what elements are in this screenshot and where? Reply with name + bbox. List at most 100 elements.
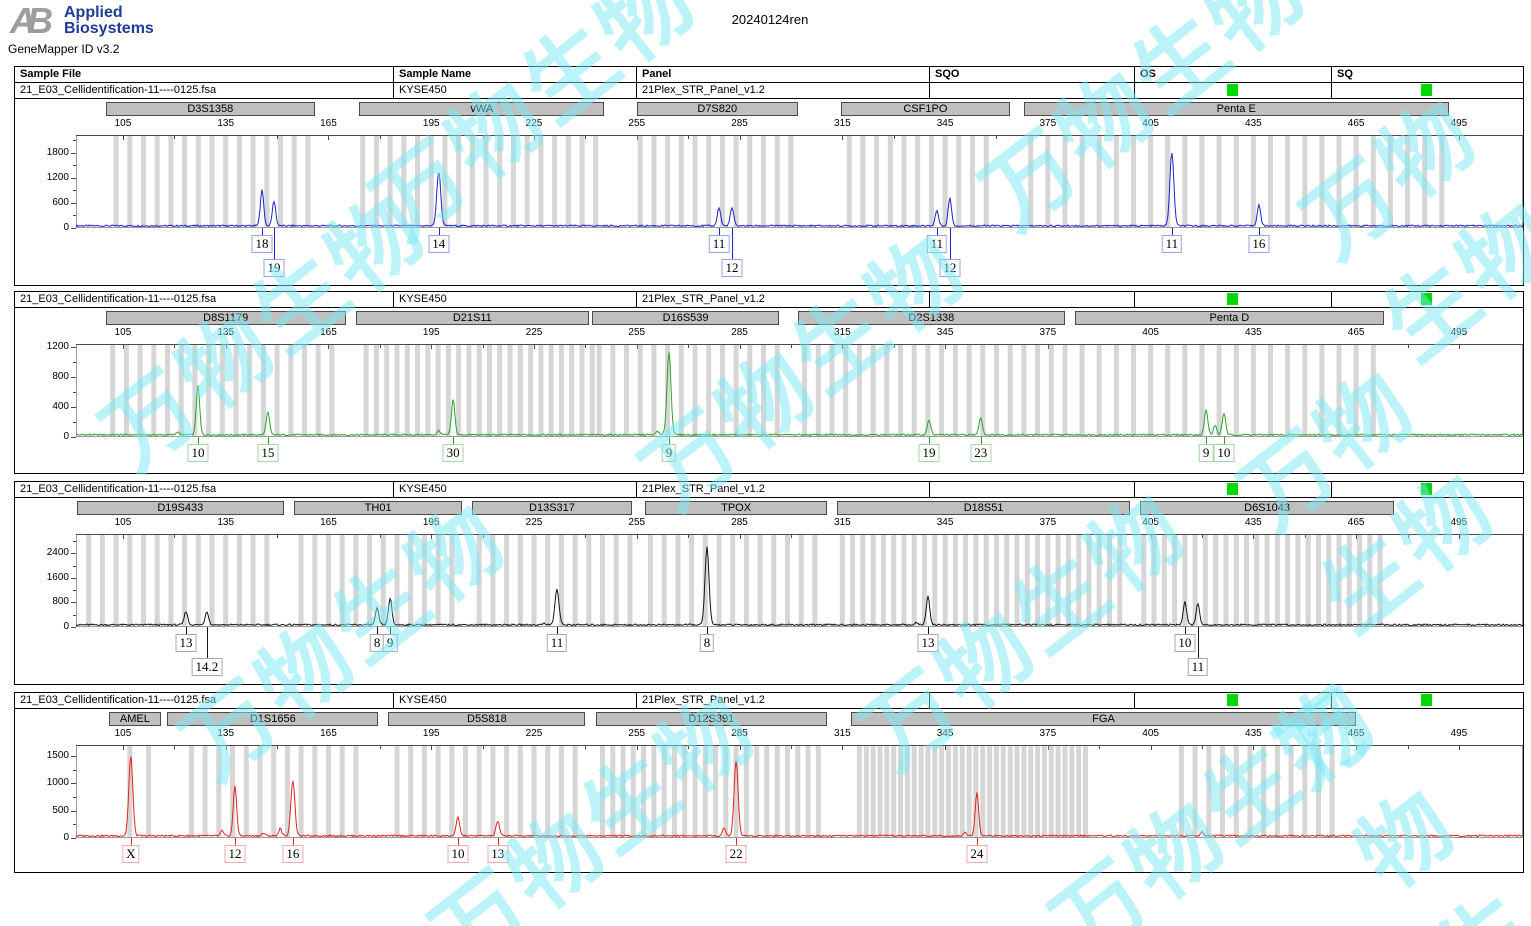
x-axis-label: 195: [422, 327, 440, 338]
allele-bin-stripe: [209, 136, 215, 228]
x-axis-major-tick: [842, 746, 844, 750]
sample-name-cell[interactable]: KYSE450: [393, 83, 636, 98]
sqo-cell[interactable]: [929, 292, 1134, 307]
allele-bin-stripe: [651, 345, 657, 437]
allele-label-d13s317[interactable]: 11: [546, 634, 568, 652]
allele-bin-stripe: [1021, 345, 1027, 437]
sqo-cell[interactable]: [929, 83, 1134, 98]
sample-file-cell[interactable]: 21_E03_Cellidentification-11----0125.fsa: [20, 84, 217, 96]
y-axis-major-tick: [71, 202, 76, 204]
allele-label-d16s539[interactable]: 9: [661, 444, 677, 462]
allele-label-d1s1656[interactable]: 16: [282, 845, 304, 863]
allele-label-d7s820[interactable]: 12: [721, 259, 743, 277]
sample-name-cell[interactable]: KYSE450: [393, 292, 636, 307]
column-header-panel: Panel: [636, 67, 929, 82]
allele-label-vwa[interactable]: 14: [428, 235, 450, 253]
allele-label-d2s1338[interactable]: 19: [918, 444, 940, 462]
allele-label-d6s1043[interactable]: 11: [1187, 658, 1209, 676]
allele-label-d8s1179[interactable]: 10: [187, 444, 209, 462]
marker-bar-d19s433: D19S433: [76, 501, 284, 515]
allele-bin-stripe: [692, 345, 698, 437]
x-axis-label: 495: [1450, 728, 1468, 739]
allele-label-csf1po[interactable]: 11: [926, 235, 948, 253]
allele-bin-stripe: [1055, 746, 1061, 838]
allele-label-penta-d[interactable]: 10: [1213, 444, 1235, 462]
allele-label-d2s1338[interactable]: 23: [970, 444, 992, 462]
allele-bin-stripe: [408, 746, 414, 838]
sample-row[interactable]: 21_E03_Cellidentification-11----0125.fsa…: [15, 292, 1523, 308]
marker-bar-amel: AMEL: [109, 712, 161, 726]
sample-row[interactable]: 21_E03_Cellidentification-11----0125.fsa…: [15, 693, 1523, 709]
electropherogram-chart[interactable]: D19S433 TH01 D13S317 TPOX D18S51 D6S1043 105 13…: [15, 498, 1523, 686]
allele-label-d19s433[interactable]: 14.2: [191, 658, 223, 676]
allele-bin-stripe: [829, 345, 835, 437]
allele-label-amel[interactable]: X: [122, 845, 140, 863]
sample-name-cell[interactable]: KYSE450: [393, 482, 636, 497]
x-axis-minor-tick: [277, 136, 279, 139]
x-axis-major-tick: [1458, 746, 1460, 750]
sqo-cell[interactable]: [929, 482, 1134, 497]
os-pass-indicator: [1227, 694, 1238, 706]
sample-file-cell[interactable]: 21_E03_Cellidentification-11----0125.fsa: [20, 694, 217, 706]
allele-label-d7s820[interactable]: 11: [708, 235, 730, 253]
allele-label-d21s11[interactable]: 30: [442, 444, 464, 462]
allele-label-fga[interactable]: 24: [966, 845, 988, 863]
allele-bin-stripe: [538, 345, 544, 437]
allele-label-d12s391[interactable]: 22: [725, 845, 747, 863]
x-axis-major-tick: [1356, 535, 1358, 539]
allele-label-d1s1656[interactable]: 12: [224, 845, 246, 863]
column-header-sq: SQ: [1331, 67, 1523, 82]
sample-name-cell[interactable]: KYSE450: [393, 693, 636, 708]
allele-label-penta-e[interactable]: 16: [1248, 235, 1270, 253]
trace-plot[interactable]: [76, 345, 1523, 437]
electropherogram-chart[interactable]: AMEL D1S1656 D5S818 D12S391 FGA 105 135 165 195 2…: [15, 709, 1523, 874]
trace-plot[interactable]: [76, 535, 1523, 627]
allele-bin-stripe: [182, 535, 188, 627]
allele-bin-stripe: [315, 345, 321, 437]
allele-bin-stripe: [387, 136, 393, 228]
panel-cell[interactable]: 21Plex_STR_Panel_v1.2: [636, 482, 929, 497]
allele-label-d19s433[interactable]: 13: [175, 634, 197, 652]
y-axis-minor-tick: [73, 565, 76, 567]
electropherogram-chart[interactable]: D3S1358 vWA D7S820 CSF1PO Penta E 105 135 165 19…: [15, 99, 1523, 287]
allele-bin-stripe: [490, 746, 496, 838]
sample-file-cell[interactable]: 21_E03_Cellidentification-11----0125.fsa: [20, 483, 217, 495]
sample-file-cell[interactable]: 21_E03_Cellidentification-11----0125.fsa: [20, 293, 217, 305]
panel-cell[interactable]: 21Plex_STR_Panel_v1.2: [636, 292, 929, 307]
allele-label-tpox[interactable]: 8: [699, 634, 715, 652]
allele-bin-stripe: [192, 345, 198, 437]
allele-label-d3s1358[interactable]: 18: [251, 235, 273, 253]
y-axis-label: 500: [52, 804, 69, 816]
x-axis-major-tick: [1253, 746, 1255, 750]
allele-label-penta-d[interactable]: 9: [1198, 444, 1214, 462]
allele-label-d8s1179[interactable]: 15: [257, 444, 279, 462]
sample-row[interactable]: 21_E03_Cellidentification-11----0125.fsa…: [15, 83, 1523, 99]
logo-line1: Applied: [64, 4, 123, 21]
allele-label-csf1po[interactable]: 12: [939, 259, 961, 277]
panel-cell[interactable]: 21Plex_STR_Panel_v1.2: [636, 83, 929, 98]
trace-plot[interactable]: [76, 746, 1523, 838]
allele-bin-stripe: [637, 345, 643, 437]
allele-label-d5s818[interactable]: 13: [487, 845, 509, 863]
panel-cell[interactable]: 21Plex_STR_Panel_v1.2: [636, 693, 929, 708]
allele-label-d5s818[interactable]: 10: [447, 845, 469, 863]
allele-bin-stripe: [870, 345, 876, 437]
allele-label-d18s51[interactable]: 13: [917, 634, 939, 652]
trace-plot[interactable]: [76, 136, 1523, 228]
allele-label-d3s1358[interactable]: 19: [263, 259, 285, 277]
x-axis-major-tick: [842, 136, 844, 140]
electropherogram-chart[interactable]: D8S1179 D21S11 D16S539 D2S1338 Penta D 105 135…: [15, 308, 1523, 475]
sqo-cell[interactable]: [929, 693, 1134, 708]
allele-bin-stripe: [127, 535, 133, 627]
sample-row[interactable]: 21_E03_Cellidentification-11----0125.fsa…: [15, 482, 1523, 498]
allele-bin-stripe: [761, 136, 766, 228]
y-axis-minor-tick: [73, 190, 76, 192]
allele-label-th01[interactable]: 9: [382, 634, 398, 652]
x-axis-minor-tick: [277, 746, 279, 749]
allele-label-d6s1043[interactable]: 10: [1174, 634, 1196, 652]
allele-bin-stripe: [932, 535, 938, 627]
y-axis-major-tick: [71, 602, 76, 604]
allele-label-penta-e[interactable]: 11: [1161, 235, 1183, 253]
allele-bin-stripe: [733, 345, 739, 437]
